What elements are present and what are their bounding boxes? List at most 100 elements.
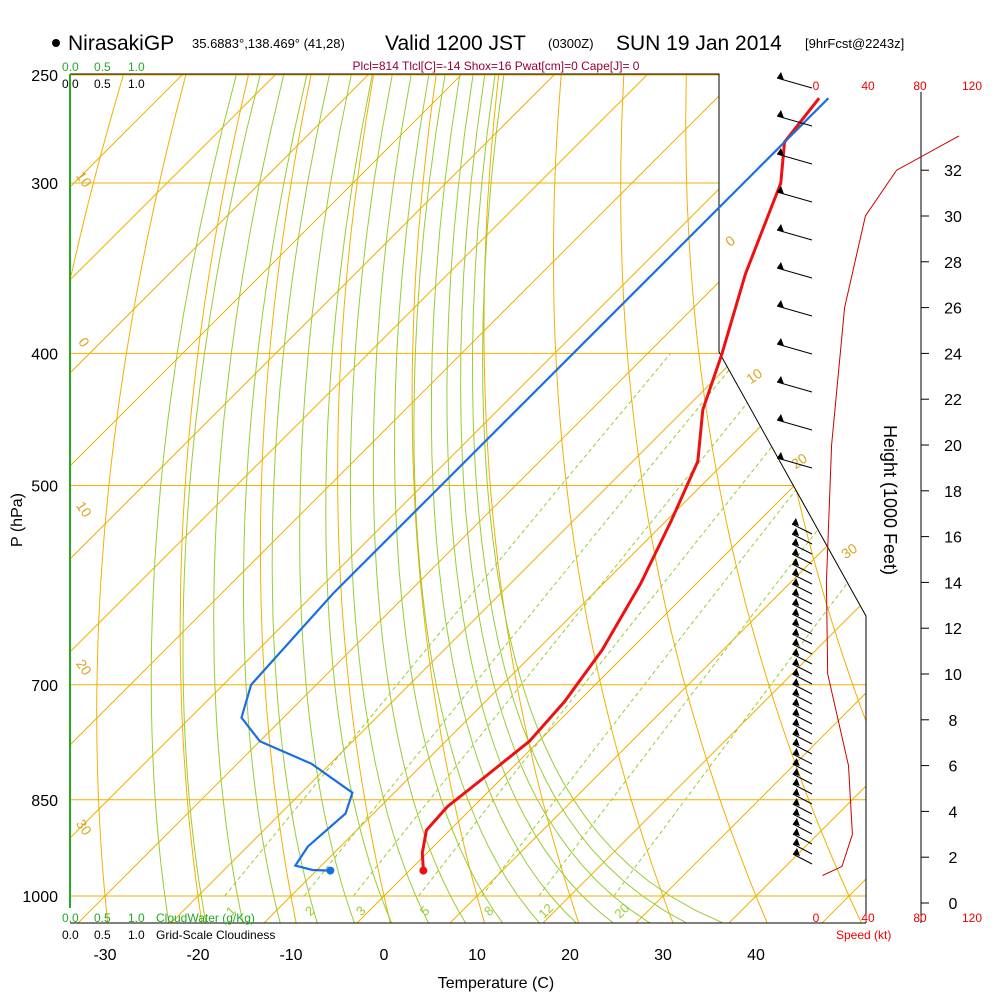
cloudwater-top-tick: 0.0 (62, 60, 79, 74)
height-tick-label: 26 (944, 301, 962, 318)
wind-barb (791, 528, 813, 545)
wind-barb-flag (792, 848, 800, 856)
mixing-ratio-line (613, 352, 866, 897)
cloudwater-top-tick: 1.0 (128, 60, 145, 74)
speed-bottom-tick: 80 (913, 911, 927, 925)
temperature-tick-label: 30 (654, 947, 672, 964)
wind-barb (792, 668, 813, 685)
station-name: NirasakiGP (68, 32, 174, 55)
moist-adiabat-line (213, 74, 285, 923)
dry-adiabat-line (553, 74, 675, 923)
wind-barb (776, 186, 813, 203)
wind-barb-flag (792, 558, 800, 566)
valid-time: Valid 1200 JST (385, 32, 526, 55)
moist-adiabat-line (271, 74, 330, 923)
wind-barb-staff (792, 793, 813, 805)
height-tick-label: 18 (944, 484, 962, 501)
pressure-tick-label: 250 (31, 68, 58, 85)
wind-barb-staff (792, 763, 813, 775)
wind-barb-flag (792, 778, 800, 786)
dry-adiabat-line (70, 74, 124, 923)
wind-barb-flag (792, 678, 800, 686)
isotherm-line (70, 74, 393, 923)
temperature-line (420, 97, 821, 871)
cloudwater-bottom-tick: 1.0 (128, 911, 145, 925)
temperature-tick-label: 10 (468, 947, 486, 964)
height-tick-label: 32 (944, 163, 962, 180)
dry-adiabat-line (96, 74, 187, 923)
speed-bottom-tick: 0 (813, 911, 820, 925)
isotherm-line (70, 74, 765, 923)
wind-barb-staff (792, 813, 813, 825)
isotherm-line (354, 74, 866, 923)
sounding-params: Plcl=814 Tlcl[C]=-14 Shox=16 Pwat[cm]=0 … (353, 59, 640, 73)
wind-barb-flag (792, 588, 800, 596)
moist-adiabat-line (482, 74, 728, 923)
speed-axis-label: Speed (kt) (836, 928, 891, 942)
profiles (240, 97, 830, 875)
dry-adiabat-label: 0 (75, 334, 93, 350)
wind-barbs (776, 72, 813, 865)
wind-barb-staff (792, 673, 813, 685)
temperature-tick-label: -10 (279, 947, 302, 964)
mixing-ratio-line (418, 352, 847, 897)
wind-barb-flag (792, 828, 800, 836)
height-tick-label: 0 (949, 896, 958, 913)
height-tick-label: 2 (949, 850, 958, 867)
moist-adiabat-line (460, 74, 653, 923)
wind-barb-staff (792, 663, 813, 675)
wind-barb-flag (777, 338, 784, 346)
wind-barb-flag (792, 808, 800, 816)
speed-top-tick: 80 (913, 79, 927, 93)
isotherm-line (168, 74, 866, 923)
wind-barb-staff (792, 603, 813, 615)
speed-bottom-tick: 120 (962, 911, 982, 925)
isotherm-line (70, 74, 858, 923)
wind-barb-flag (792, 598, 800, 606)
forecast-info: [9hrFcst@2243z] (805, 36, 904, 51)
wind-barb-staff (792, 753, 813, 765)
wind-barb (792, 798, 813, 815)
dry-adiabat-line (179, 74, 249, 923)
dry-adiabat-line (620, 74, 769, 923)
wind-barb-flag (792, 568, 800, 576)
mixing-ratio-line (224, 352, 671, 897)
height-axis-label: Height (1000 Feet) (880, 425, 900, 575)
moist-adiabat-line (372, 74, 468, 923)
wind-barb (791, 558, 813, 575)
height-tick-label: 16 (944, 530, 962, 547)
wind-barb-staff (791, 593, 813, 605)
dry-adiabat-label: 10 (743, 365, 765, 387)
wind-barb-flag (792, 668, 800, 676)
wind-barb-flag (792, 818, 800, 826)
wind-barb (791, 578, 813, 595)
mixing-ratio-label: 20 (611, 900, 632, 921)
height-tick-label: 10 (944, 667, 962, 684)
wind-barb (776, 300, 813, 317)
wind-barb-staff (792, 613, 813, 625)
dry-adiabat-label: 0 (722, 232, 738, 250)
wind-barb (792, 718, 813, 735)
pressure-tick-label: 400 (31, 346, 58, 363)
moist-adiabat-line (299, 74, 356, 923)
pressure-tick-label: 300 (31, 176, 58, 193)
dry-adiabat-label: 30 (73, 816, 95, 838)
wind-barb-staff (776, 115, 813, 127)
wind-barb (792, 628, 813, 645)
wind-barb (776, 338, 813, 355)
wind-barb-flag (792, 628, 800, 636)
wind-barb (776, 148, 813, 165)
wind-barb (776, 72, 813, 89)
height-tick-label: 8 (949, 713, 958, 730)
wind-barb (792, 778, 813, 795)
wind-barb (792, 598, 813, 615)
dewpoint-surface-marker (326, 866, 335, 875)
wind-barb-staff (792, 713, 813, 725)
wind-barb-flag (792, 518, 799, 526)
wind-barb-flag (777, 72, 784, 80)
wind-barb (792, 648, 813, 665)
isotherm-line (447, 74, 866, 923)
isotherm-line (70, 74, 672, 923)
wind-barb-flag (792, 578, 800, 586)
